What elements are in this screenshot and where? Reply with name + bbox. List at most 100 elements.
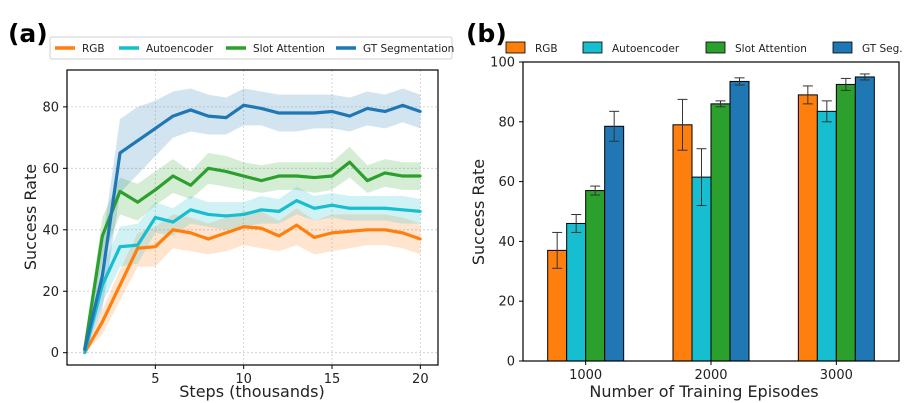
point-autoencoder-15 [330,203,334,207]
point-rgb-9 [224,231,228,235]
point-slot-attention-12 [277,174,281,178]
series-line-gt-segmentation [83,103,421,351]
point-autoencoder-18 [383,206,387,210]
point-autoencoder-3 [118,245,122,249]
point-slot-attention-4 [136,200,140,204]
x-tick-label-b-0: 1000 [569,368,602,383]
point-slot-attention-20 [418,174,422,178]
y-axis-label-a: Success Rate [21,164,40,270]
point-autoencoder-4 [136,243,140,247]
legend-b-label-slot-attention: Slot Attention [735,43,807,55]
point-slot-attention-2 [100,234,104,238]
series-line-autoencoder [83,198,421,354]
point-autoencoder-14 [312,206,316,210]
y-tick-label-b-3: 60 [498,175,515,190]
point-rgb-4 [136,246,140,250]
point-slot-attention-13 [295,174,299,178]
y-tick-label-a-3: 60 [42,162,59,177]
point-autoencoder-20 [418,209,422,213]
y-tick-label-b-2: 40 [498,235,515,250]
point-autoencoder-6 [171,220,175,224]
y-tick-label-b-0: 0 [507,355,515,370]
y-tick-label-b-5: 100 [490,56,515,71]
legend-b-label-rgb: RGB [535,43,558,55]
y-tick-label-a-1: 20 [42,285,59,300]
point-rgb-14 [312,236,316,239]
legend-b-swatch-rgb [505,41,526,54]
x-axis-label-b: Number of Training Episodes [589,382,818,401]
bar-slot-attention-3000 [835,83,856,362]
plot-a: 5 10 15 20 0 20 40 60 80 [42,70,438,387]
x-tick-label-a-0: 5 [151,372,159,387]
point-rgb-13 [295,223,299,227]
y-tick-label-a-4: 80 [42,100,59,115]
point-rgb-15 [330,231,334,235]
bar-gt-seg-3000 [854,76,875,362]
point-rgb-7 [189,231,193,235]
point-autoencoder-10 [242,213,246,216]
point-gt-segmentation-5 [153,126,157,130]
point-slot-attention-8 [206,166,210,170]
series-line-rgb [83,223,421,354]
point-autoencoder-12 [277,209,281,213]
point-slot-attention-15 [330,174,334,178]
point-gt-segmentation-2 [100,274,104,278]
point-autoencoder-7 [189,208,193,212]
point-rgb-8 [206,237,210,241]
y-tick-label-a-2: 40 [42,223,59,238]
point-gt-segmentation-8 [206,114,210,118]
point-slot-attention-18 [383,171,387,175]
legend-a-label-gt-segmentation: GT Segmentation [363,43,454,55]
series-line-slot-attention [83,160,421,350]
point-gt-segmentation-14 [312,111,316,115]
point-slot-attention-9 [224,170,228,173]
point-slot-attention-17 [365,179,369,183]
x-tick-label-b-2: 3000 [820,368,853,383]
point-rgb-17 [365,228,369,232]
point-rgb-2 [100,320,104,324]
panel-b-tag: (b) [466,19,507,48]
point-autoencoder-16 [348,206,352,210]
point-gt-segmentation-1 [83,348,87,352]
point-gt-segmentation-20 [418,110,422,113]
bar-slot-attention-2000 [710,103,731,362]
x-tick-label-b-1: 2000 [694,368,727,383]
point-slot-attention-11 [259,179,263,183]
y-tick-label-b-4: 80 [498,115,515,130]
point-gt-segmentation-4 [136,139,140,143]
plot-b: 0 20 40 60 80 100 1000 2000 3000 [490,56,875,383]
point-gt-segmentation-3 [118,151,122,155]
point-rgb-10 [242,225,246,229]
point-autoencoder-5 [153,216,157,219]
legend-a-label-slot-attention: Slot Attention [253,43,325,55]
x-tick-label-a-3: 20 [412,372,429,387]
point-autoencoder-11 [259,208,263,212]
point-gt-segmentation-6 [171,114,175,118]
legend-b-swatch-gt-seg [832,41,853,54]
bar-rgb-3000 [797,94,818,362]
bar-autoencoder-3000 [816,110,837,362]
bar-slot-attention-1000 [585,190,606,362]
point-rgb-6 [171,228,175,232]
point-slot-attention-16 [348,160,352,164]
legend-b: RGB Autoencoder Slot Attention GT Seg. [505,41,903,55]
y-tick-label-b-1: 20 [498,295,515,310]
y-axis-label-b: Success Rate [469,159,488,265]
bar-gt-seg-2000 [729,80,750,362]
point-gt-segmentation-17 [365,107,369,110]
plot-b-frame [522,61,900,362]
bar-autoencoder-1000 [566,222,587,362]
point-slot-attention-19 [401,174,405,178]
point-autoencoder-17 [365,206,369,210]
point-gt-segmentation-18 [383,110,387,113]
band-slot-attention [84,146,421,353]
point-gt-segmentation-11 [259,107,263,110]
legend-a-label-autoencoder: Autoencoder [146,43,214,55]
point-rgb-20 [418,237,422,241]
legend-b-label-gt-seg: GT Seg. [862,43,903,55]
legend-a-box [49,36,453,60]
point-gt-segmentation-7 [189,108,193,112]
point-slot-attention-3 [118,189,122,193]
point-slot-attention-14 [312,176,316,179]
